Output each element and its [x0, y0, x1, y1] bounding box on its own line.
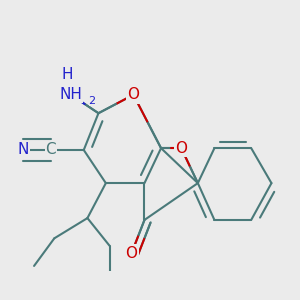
Text: NH: NH	[59, 87, 82, 102]
Text: O: O	[175, 141, 187, 156]
Text: O: O	[128, 87, 140, 102]
Text: N: N	[17, 142, 29, 158]
Text: 2: 2	[88, 96, 96, 106]
Text: H: H	[61, 67, 73, 82]
Text: O: O	[126, 246, 138, 261]
Text: C: C	[45, 142, 56, 158]
